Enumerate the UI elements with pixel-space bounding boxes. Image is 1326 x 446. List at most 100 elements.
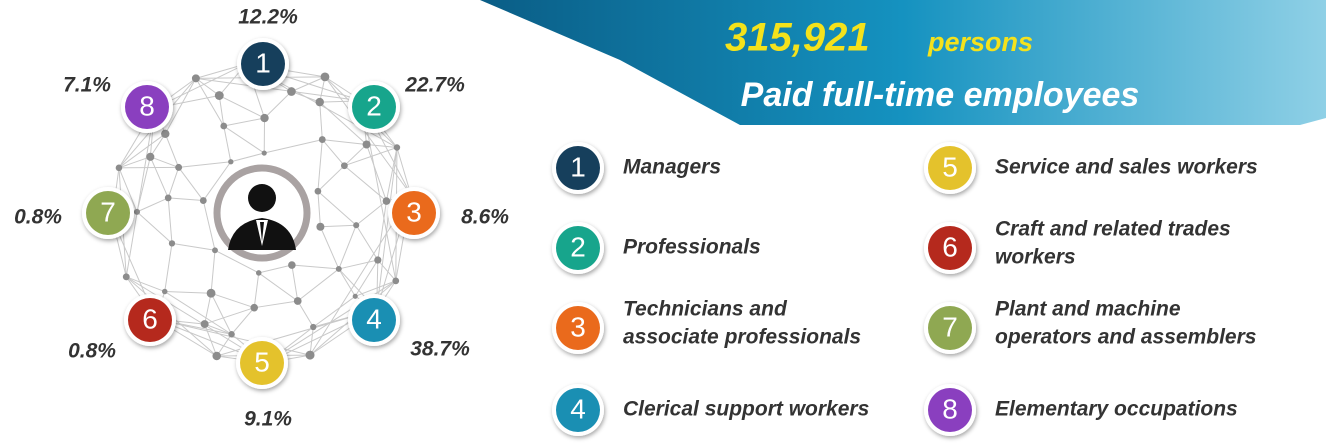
net-dot xyxy=(287,87,296,96)
node-number: 1 xyxy=(255,47,271,78)
net-line xyxy=(356,201,386,225)
net-line xyxy=(126,277,164,292)
node-percent: 12.2% xyxy=(238,6,298,29)
net-line xyxy=(339,269,355,296)
node-number: 6 xyxy=(142,303,158,334)
net-dot xyxy=(294,297,302,305)
node-percent: 0.8% xyxy=(68,340,116,363)
net-dot xyxy=(146,153,154,161)
net-dot xyxy=(228,331,234,337)
net-line xyxy=(318,140,322,192)
net-line xyxy=(344,145,366,166)
net-dot xyxy=(262,150,267,155)
net-line xyxy=(179,167,204,200)
legend-label: Technicians and xyxy=(623,298,788,321)
net-line xyxy=(172,243,215,250)
net-line xyxy=(165,243,172,291)
net-dot xyxy=(374,256,381,263)
legend-label: Professionals xyxy=(623,236,761,259)
legend-label: Managers xyxy=(623,156,721,179)
net-dot xyxy=(192,74,200,82)
node-percent: 8.6% xyxy=(461,206,509,229)
total-unit: persons xyxy=(927,27,1033,57)
legend-label: Service and sales workers xyxy=(995,156,1258,179)
net-dot xyxy=(392,277,399,284)
net-dot xyxy=(336,266,342,272)
net-dot xyxy=(288,261,296,269)
net-dot xyxy=(383,197,391,205)
subtitle: Paid full-time employees xyxy=(741,76,1140,114)
legend-label: Craft and related trades xyxy=(995,218,1231,241)
net-dot xyxy=(161,130,169,138)
net-line xyxy=(356,225,378,260)
legend-label: Clerical support workers xyxy=(623,398,869,421)
net-line xyxy=(224,126,264,153)
net-dot xyxy=(353,222,359,228)
net-line xyxy=(320,225,356,227)
net-line xyxy=(254,301,298,308)
net-line xyxy=(292,265,339,269)
node-number: 3 xyxy=(406,196,422,227)
net-dot xyxy=(212,247,218,253)
net-dot xyxy=(353,294,358,299)
net-line xyxy=(211,250,215,293)
net-line xyxy=(224,118,265,126)
net-dot xyxy=(321,72,330,81)
legend-label: workers xyxy=(995,246,1076,269)
legend-label: Plant and machine xyxy=(995,298,1181,321)
net-dot xyxy=(306,351,315,360)
legend-badge-number: 4 xyxy=(570,393,586,424)
net-line xyxy=(320,102,323,139)
net-line xyxy=(298,301,314,327)
net-dot xyxy=(207,289,216,298)
net-dot xyxy=(220,123,227,130)
legend-badge-number: 5 xyxy=(942,151,958,182)
net-dot xyxy=(394,144,400,150)
total-value: 315,921 xyxy=(725,16,870,60)
net-line xyxy=(318,166,344,192)
net-line xyxy=(264,140,322,153)
net-dot xyxy=(363,141,371,149)
net-line xyxy=(339,260,378,269)
net-line xyxy=(137,212,172,243)
net-dot xyxy=(250,304,258,312)
net-line xyxy=(320,227,338,269)
legend-badge-number: 3 xyxy=(570,311,586,342)
node-percent: 22.7% xyxy=(404,74,465,97)
legend-badge-number: 7 xyxy=(942,311,958,342)
net-line xyxy=(126,108,154,277)
net-line xyxy=(179,162,231,168)
net-line xyxy=(165,292,211,294)
legend-badge-number: 8 xyxy=(942,393,958,424)
net-line xyxy=(168,198,203,201)
node-number: 8 xyxy=(139,90,155,121)
net-dot xyxy=(175,164,182,171)
net-line xyxy=(298,269,339,301)
net-dot xyxy=(341,162,348,169)
net-line xyxy=(292,265,298,301)
legend-label: Elementary occupations xyxy=(995,398,1238,421)
net-line xyxy=(196,78,224,126)
net-dot xyxy=(201,320,209,328)
net-line xyxy=(318,191,320,227)
node-percent: 9.1% xyxy=(244,408,292,431)
net-line xyxy=(322,140,366,145)
net-line xyxy=(231,153,264,162)
node-number: 4 xyxy=(366,303,382,334)
net-line xyxy=(137,198,168,212)
node-percent: 38.7% xyxy=(410,338,470,361)
net-dot xyxy=(310,324,316,330)
net-line xyxy=(168,198,172,243)
net-dot xyxy=(212,352,220,360)
net-line xyxy=(265,92,292,119)
legend-label: operators and assemblers xyxy=(995,326,1256,349)
net-line xyxy=(203,201,215,251)
net-line xyxy=(224,126,231,162)
net-dot xyxy=(316,223,324,231)
legend-label: associate professionals xyxy=(623,326,861,349)
node-percent: 7.1% xyxy=(63,74,111,97)
net-dot xyxy=(162,289,168,295)
net-dot xyxy=(260,114,268,122)
node-number: 5 xyxy=(254,346,270,377)
legend-badge-number: 2 xyxy=(570,231,586,262)
